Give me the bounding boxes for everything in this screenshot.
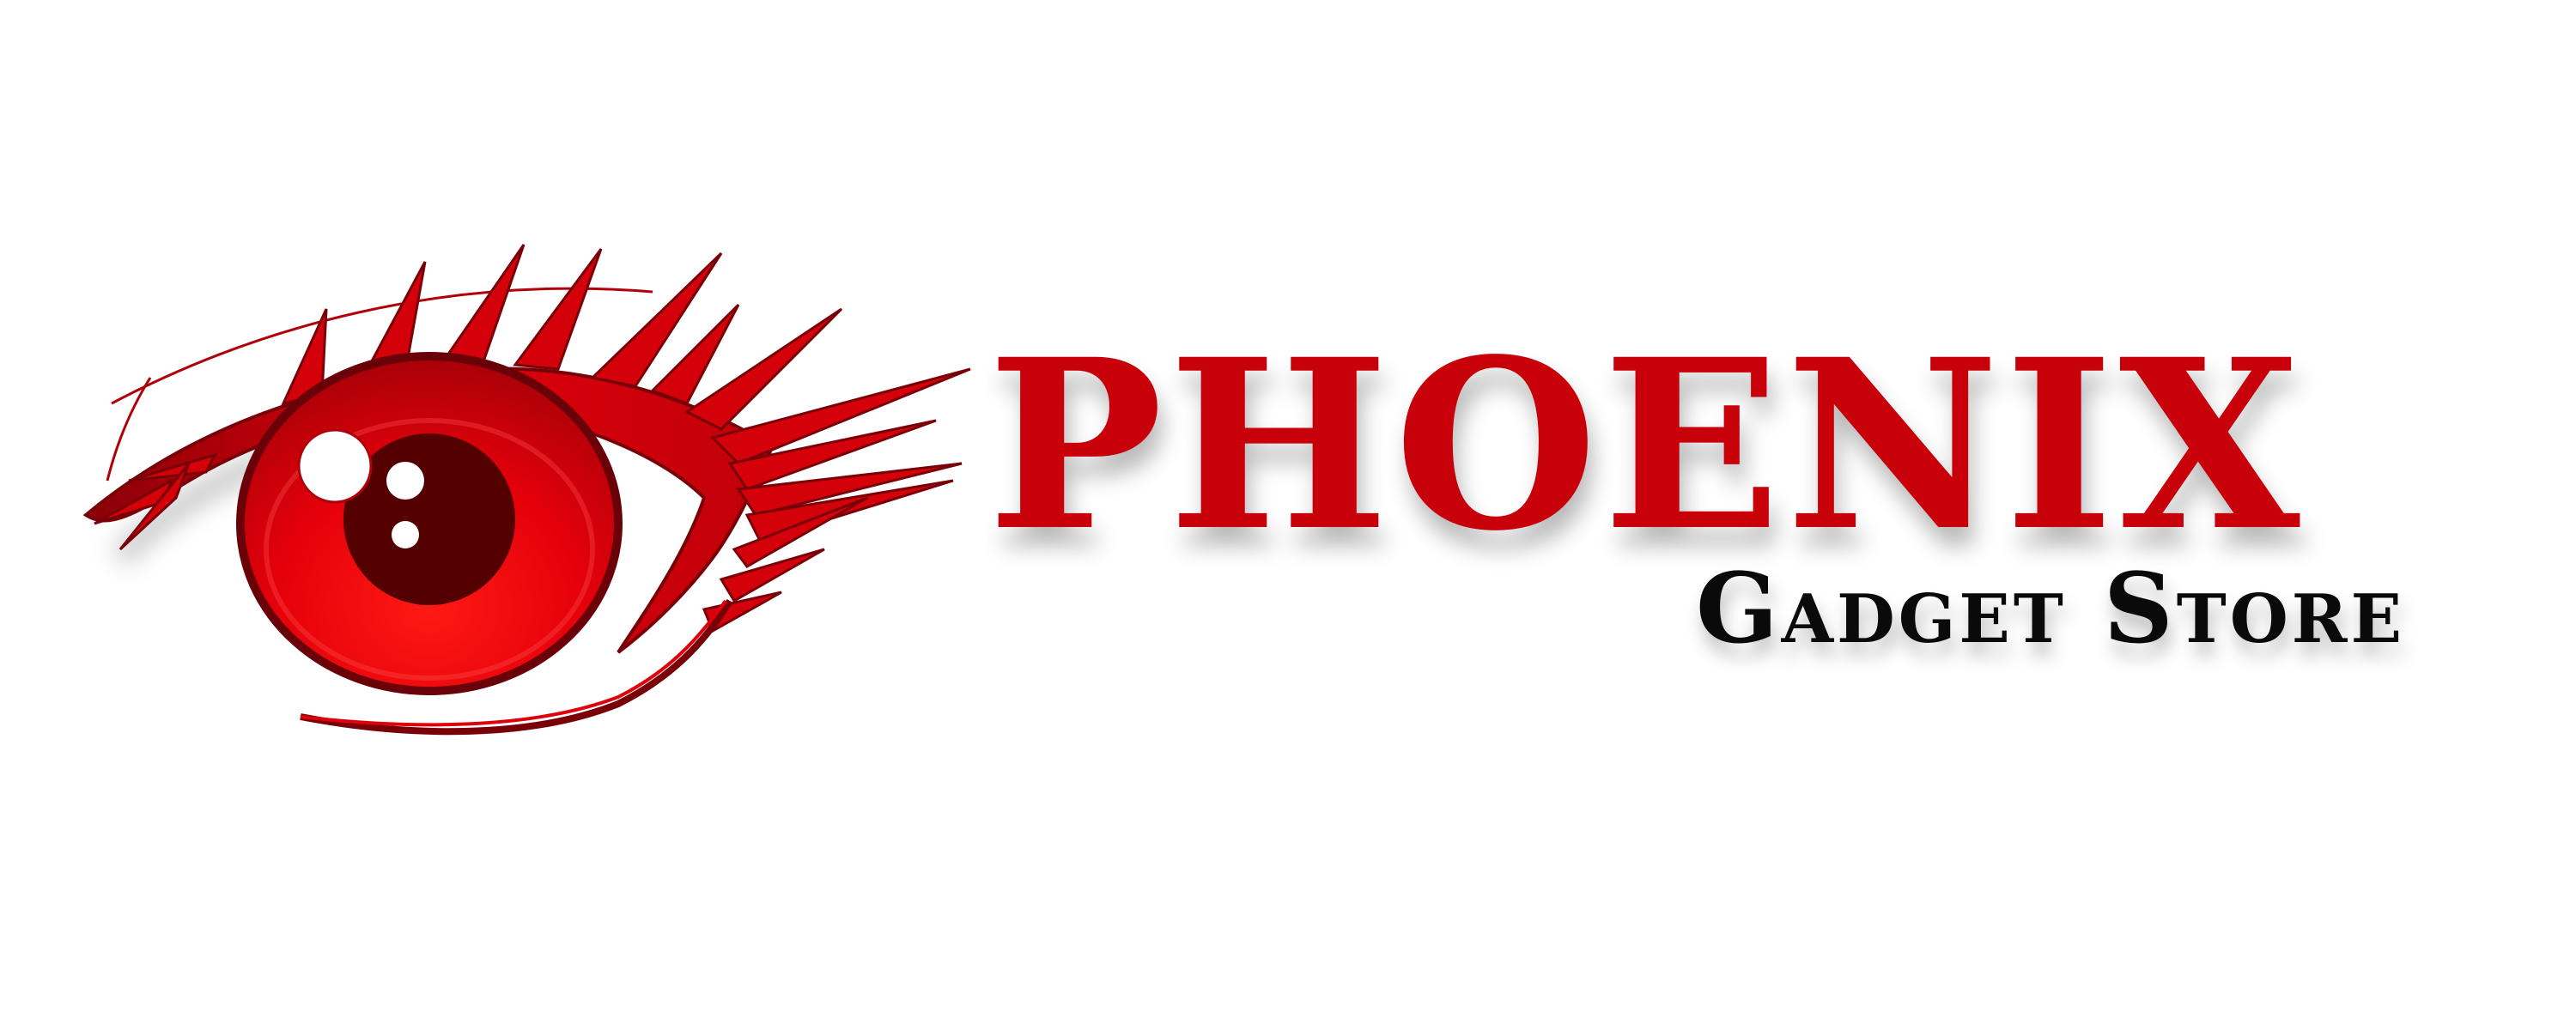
tagline: Gadget Store (1696, 553, 2406, 665)
brand-name: PHOENIX (987, 309, 2306, 583)
